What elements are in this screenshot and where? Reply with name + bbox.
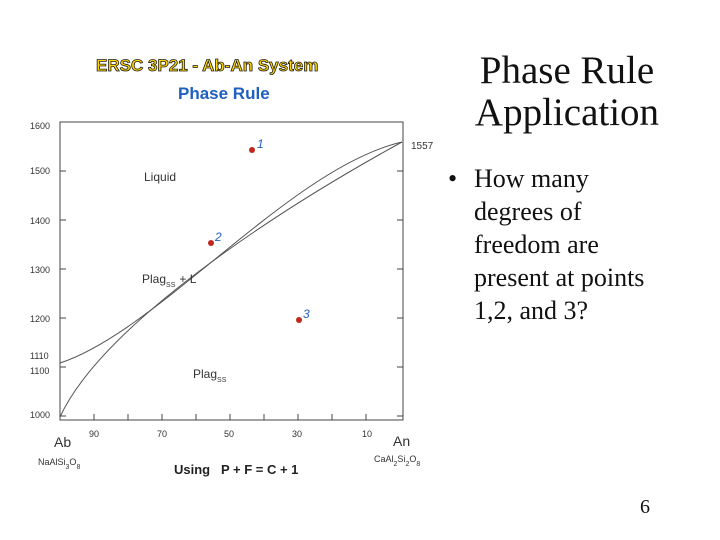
y-tick-label: 1100 xyxy=(30,366,49,376)
point-2-marker xyxy=(208,240,214,246)
an-formula: CaAl2Si2O8 xyxy=(374,454,420,468)
plot-frame xyxy=(59,121,404,421)
an-endmember-label: An xyxy=(393,433,410,449)
figure-title: ERSC 3P21 - Ab-An System xyxy=(96,56,319,76)
y-tick-label: 1400 xyxy=(30,216,50,226)
bullet-text: How many degrees of freedom are present … xyxy=(474,164,645,325)
y-tick-label: 1200 xyxy=(30,314,50,324)
y-tick-label: 1500 xyxy=(30,166,50,176)
point-1-label: 1 xyxy=(257,137,264,151)
bullet-item: • How many degrees of freedom are presen… xyxy=(448,162,673,327)
plag-liquid-field-label: PlagSS + L xyxy=(142,272,197,289)
slide-title: Phase Rule Application xyxy=(474,49,660,134)
page-number: 6 xyxy=(640,496,650,518)
bullet-icon: • xyxy=(448,164,458,193)
y-tick-label: 1300 xyxy=(30,265,50,275)
x-tick-label: 10 xyxy=(362,429,372,439)
ab-formula: NaAlSi3O8 xyxy=(38,457,80,471)
figure-subtitle: Phase Rule xyxy=(178,84,270,103)
phase-rule-equation: Using P + F = C + 1 xyxy=(174,462,298,477)
bullet-list: • How many degrees of freedom are presen… xyxy=(448,162,673,327)
point-2-label: 2 xyxy=(214,230,222,244)
x-tick-label: 70 xyxy=(157,429,167,439)
y-marker-label: 1110 xyxy=(30,351,49,361)
y-tick-label: 1600 xyxy=(30,121,50,131)
x-tick-label: 30 xyxy=(292,429,302,439)
point-1-marker xyxy=(249,147,255,153)
liquidus-curve xyxy=(59,141,403,364)
point-3-label: 3 xyxy=(303,307,310,321)
liquid-field-label: Liquid xyxy=(144,170,176,184)
y-tick-label: 1000 xyxy=(30,410,50,420)
point-3-marker xyxy=(296,317,302,323)
ab-endmember-label: Ab xyxy=(54,434,71,450)
plag-field-label: PlagSS xyxy=(193,367,227,384)
x-tick-label: 50 xyxy=(224,429,234,439)
solidus-curve xyxy=(59,141,403,418)
endpoint-temperature-label: 1557 xyxy=(411,141,434,152)
x-tick-label: 90 xyxy=(89,429,99,439)
